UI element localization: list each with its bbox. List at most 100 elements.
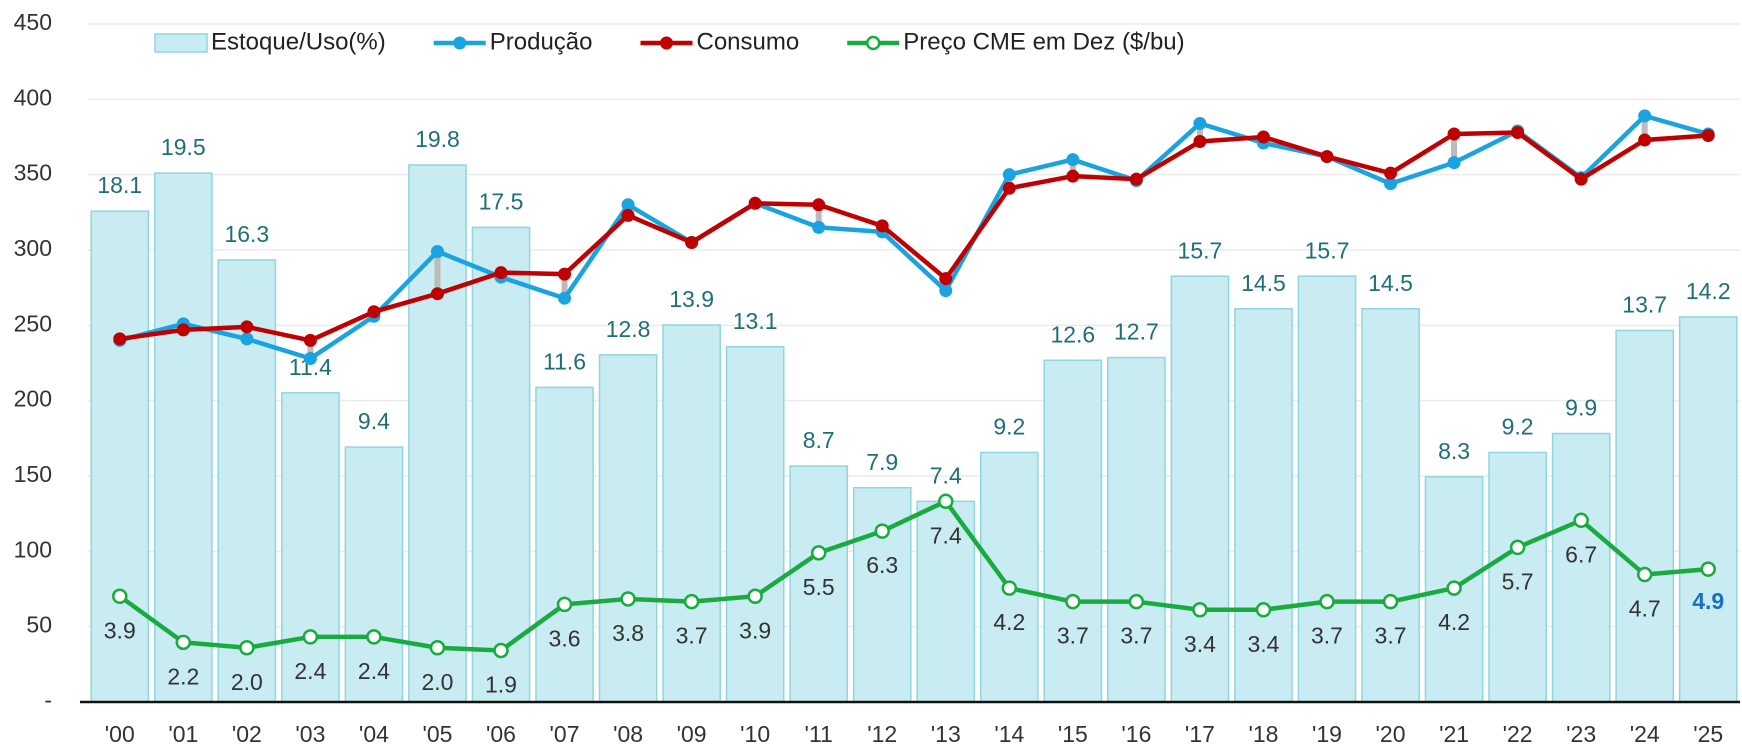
x-tick-label: '05 [422,721,452,747]
x-tick-label: '04 [359,721,389,747]
line-value-label: 2.2 [167,663,199,689]
marker [810,545,827,561]
legend-marker [453,36,467,50]
bar-value-label: 9.2 [993,414,1025,440]
marker [621,208,635,222]
line-value-label: 2.4 [294,658,326,684]
marker [558,267,572,281]
line-value-label: 5.5 [803,574,835,600]
marker [302,629,319,645]
marker [303,351,317,365]
legend-label: Preço CME em Dez ($/bu) [903,28,1184,55]
marker [240,320,254,334]
marker [812,198,826,212]
marker [112,588,128,604]
x-tick-label: '17 [1185,721,1215,747]
legend-label: Produção [490,28,593,55]
marker [1447,127,1461,141]
marker [685,235,699,249]
marker [1509,539,1526,556]
marker [1256,130,1270,144]
y-tick-label: 200 [14,386,52,412]
marker [1192,602,1208,618]
bar [979,451,1039,703]
bar-value-label: 7.9 [866,449,898,475]
line-value-label: 4.2 [993,609,1025,635]
marker [747,588,763,604]
line-value-label: 3.9 [739,617,771,643]
x-tick-label: '03 [295,721,325,747]
line-value-label: 1.9 [485,672,517,698]
bar-value-label: 13.1 [733,308,778,334]
line [119,130,1709,343]
x-tick-label: '19 [1312,721,1342,747]
marker [620,591,636,607]
marker [1446,580,1462,596]
y-tick-label: 50 [26,612,52,638]
marker [1574,172,1588,186]
line-value-label: 3.8 [612,620,644,646]
marker [1128,593,1145,610]
y-tick-label: 450 [14,9,52,35]
bar-value-label: 14.5 [1368,270,1413,296]
bar [1297,275,1357,703]
legend-label: Consumo [697,28,800,55]
marker [1066,169,1080,183]
x-tick-label: '00 [105,721,135,747]
legend-marker [865,35,881,51]
marker [1002,181,1016,195]
bar-value-label: 8.3 [1438,438,1470,464]
x-tick-label: '14 [994,721,1024,747]
bar [471,226,531,703]
bar [281,392,340,703]
marker [1638,109,1652,123]
x-tick-label: '13 [931,721,961,747]
marker [113,332,127,346]
bar [1551,432,1611,703]
bar [535,386,594,703]
bar-value-label: 9.9 [1565,395,1597,421]
x-tick-label: '01 [168,721,198,747]
line-value-label: 6.7 [1565,541,1597,567]
bar [90,210,150,703]
x-tick-label: '15 [1058,721,1088,747]
x-tick-label: '10 [740,721,770,747]
bar [1615,329,1675,703]
marker [939,284,953,298]
y-tick-label: 400 [14,84,52,110]
marker [1700,561,1716,577]
bar-value-label: 8.7 [803,427,835,453]
bar-value-label: 15.7 [1305,237,1350,263]
line-value-label: 3.7 [1057,623,1089,649]
bar-value-label: 14.5 [1241,270,1286,296]
marker [683,593,700,610]
marker [1193,135,1207,149]
y-tick-label: 150 [14,461,52,487]
bar-value-label: 9.2 [1502,414,1534,440]
line-value-label: 4.9 [1692,588,1724,614]
bar-value-label: 11.6 [543,348,586,374]
bar-value-label: 7.4 [930,462,962,488]
marker [748,196,762,210]
marker [556,596,573,613]
marker [430,245,444,259]
line-value-label: 3.7 [676,623,708,649]
bar-value-label: 9.4 [358,408,390,434]
marker [939,272,953,286]
x-tick-label: '09 [677,721,707,747]
marker [1384,166,1398,180]
bar [598,354,658,703]
marker [1638,133,1652,147]
marker [558,291,572,305]
marker [1193,116,1207,130]
marker [1382,593,1399,610]
line-value-label: 3.7 [1120,623,1152,649]
bar-value-label: 17.5 [479,188,524,214]
marker [303,333,317,347]
line-value-label: 2.0 [421,669,453,695]
bar-value-label: 18.1 [97,172,142,198]
marker [175,634,192,651]
bar [1107,356,1166,703]
bar-value-label: 15.7 [1178,237,1223,263]
line-value-label: 2.0 [231,669,263,695]
